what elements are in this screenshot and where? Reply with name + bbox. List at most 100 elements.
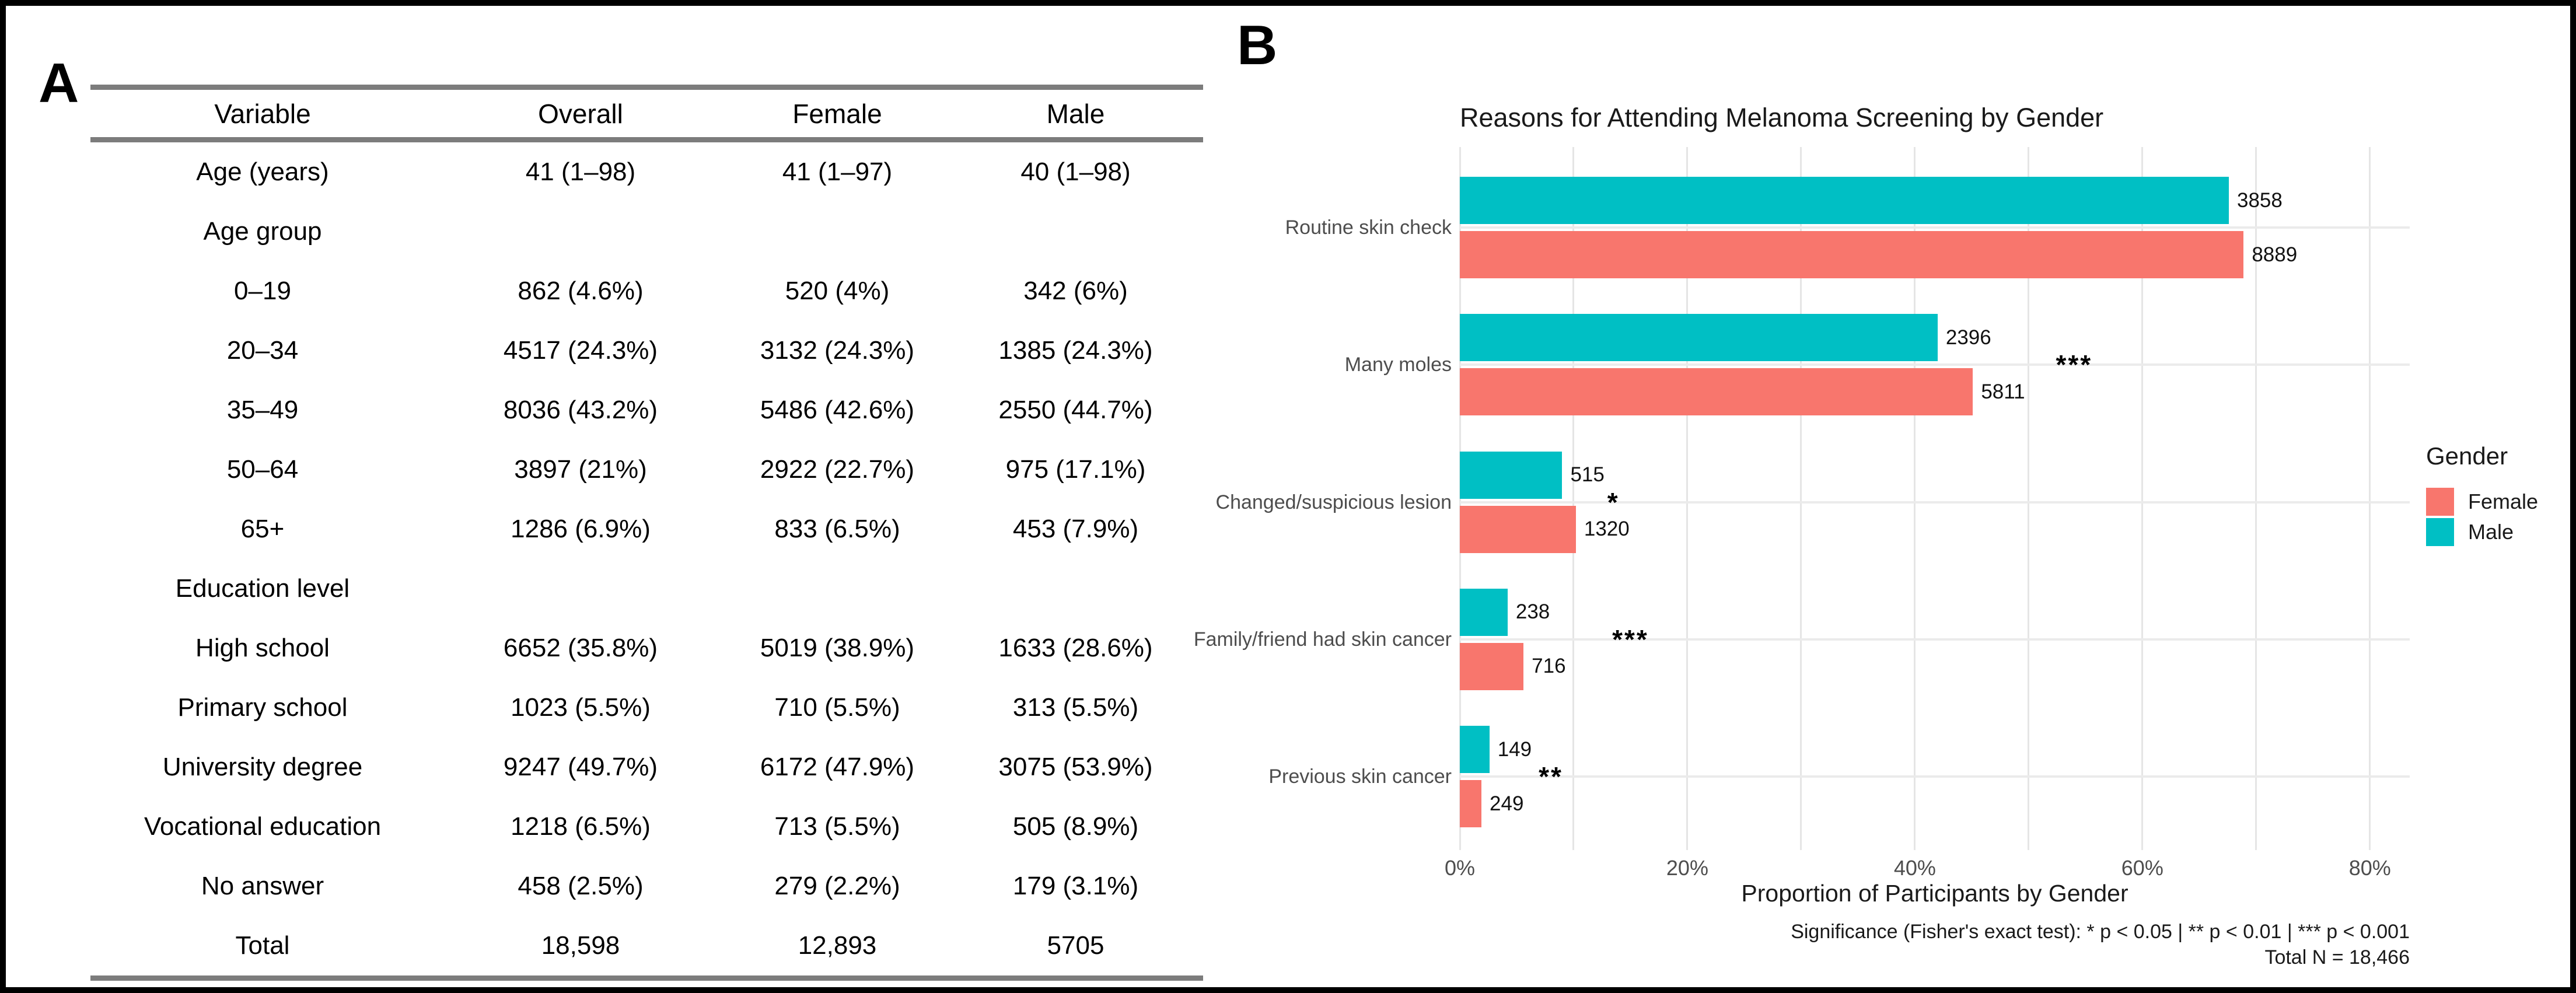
table-header-row: Variable Overall Female Male <box>90 87 1203 142</box>
gridline-vertical <box>2369 147 2371 850</box>
table-row: No answer 458 (2.5%) 279 (2.2%) 179 (3.1%) <box>90 856 1203 916</box>
x-axis-tick-label: 80% <box>2348 856 2391 880</box>
x-axis-tick-label: 20% <box>1666 856 1708 880</box>
table-cell-overall: 3897 (21%) <box>514 455 647 484</box>
table-row: 20–34 4517 (24.3%) 3132 (24.3%) 1385 (24.3%… <box>90 321 1203 380</box>
table-cell-label: Total <box>235 931 290 960</box>
table-cell-label: 65+ <box>240 515 285 543</box>
gridline-category <box>1460 501 2410 504</box>
table-row: 50–64 3897 (21%) 2922 (22.7%) 975 (17.1%) <box>90 440 1203 499</box>
table-cell-female <box>726 202 948 261</box>
bar-male <box>1460 588 1508 636</box>
category-label: Family/friend had skin cancer <box>1193 628 1452 651</box>
significance-marker: *** <box>2056 349 2093 380</box>
total-n-caption: Total N = 18,466 <box>2264 946 2410 968</box>
bar-female <box>1460 231 2244 278</box>
table-cell-label: 20–34 <box>226 336 299 365</box>
column-header-female: Female <box>726 87 948 142</box>
panel-a-label: A <box>39 52 79 114</box>
table-cell-female: 833 (6.5%) <box>774 515 900 543</box>
table-cell-female: 5019 (38.9%) <box>760 634 915 662</box>
table-row: Age group <box>90 202 1203 261</box>
table-row: 65+ 1286 (6.9%) 833 (6.5%) 453 (7.9%) <box>90 499 1203 559</box>
table-cell-male: 453 (7.9%) <box>1012 515 1139 543</box>
gridline-vertical <box>2255 147 2257 850</box>
table-cell-female: 6172 (47.9%) <box>760 753 915 781</box>
gridline-category <box>1460 226 2410 229</box>
gridline-vertical <box>1572 147 1575 850</box>
table-cell-female: 12,893 <box>798 931 877 960</box>
x-axis-title: Proportion of Participants by Gender <box>1741 880 2128 907</box>
table-cell-label: Vocational education <box>144 812 382 841</box>
gridline-category <box>1460 638 2410 641</box>
table-cell-label: High school <box>195 634 330 662</box>
gridline-vertical <box>1800 147 1802 850</box>
column-header-male: Male <box>948 87 1203 142</box>
table-cell-male: 2550 (44.7%) <box>998 396 1153 424</box>
legend-swatch-female <box>2426 488 2454 516</box>
legend: Gender Female Male <box>2426 442 2572 547</box>
bar-male <box>1460 726 1490 774</box>
table-cell-male: 342 (6%) <box>1023 277 1128 305</box>
table-cell-female: 710 (5.5%) <box>774 693 900 722</box>
significance-caption: Significance (Fisher's exact test): * p … <box>1791 921 2410 943</box>
table-cell-label: 50–64 <box>226 455 299 484</box>
column-header-variable: Variable <box>90 87 435 142</box>
bar-female <box>1460 642 1524 690</box>
significance-marker: * <box>1607 487 1620 518</box>
legend-entry: Male <box>2426 517 2572 547</box>
table-cell-overall: 9247 (49.7%) <box>503 753 658 781</box>
gridline-vertical <box>1914 147 1916 850</box>
table-cell-overall: 6652 (35.8%) <box>503 634 658 662</box>
chart-title: Reasons for Attending Melanoma Screening… <box>1460 103 2104 132</box>
table-row: Total 18,598 12,893 5705 <box>90 916 1203 978</box>
plot-area: 3858 8889 2396 5811 *** 515 1320 * 238 716 *** 149 2… <box>1459 147 2410 850</box>
legend-entry: Female <box>2426 487 2572 517</box>
legend-entries: Female Male <box>2426 487 2572 547</box>
table-cell-overall <box>435 202 726 261</box>
table-cell-label: University degree <box>162 753 363 781</box>
significance-marker: ** <box>1539 761 1563 792</box>
table-cell-label: Primary school <box>177 693 348 722</box>
bar-value-male: 515 <box>1570 463 1605 487</box>
table-cell-male: 5705 <box>1047 931 1105 960</box>
table-cell-label: No answer <box>201 872 324 900</box>
table-cell-label: 35–49 <box>226 396 299 424</box>
significance-marker: *** <box>1612 624 1649 655</box>
category-label: Routine skin check <box>1285 216 1452 239</box>
table-row: University degree 9247 (49.7%) 6172 (47.9%… <box>90 737 1203 797</box>
table-cell-label: Age (years) <box>196 158 329 186</box>
table-cell-overall <box>435 559 726 618</box>
table-cell-overall: 8036 (43.2%) <box>503 396 658 424</box>
legend-swatch-male <box>2426 518 2454 546</box>
bar-value-female: 249 <box>1490 792 1524 815</box>
gridline-vertical <box>1686 147 1689 850</box>
table-cell-male: 313 (5.5%) <box>1012 693 1139 722</box>
table-row: 0–19 862 (4.6%) 520 (4%) 342 (6%) <box>90 261 1203 321</box>
table-cell-label: 0–19 <box>234 277 291 305</box>
category-label: Changed/suspicious lesion <box>1215 491 1452 513</box>
legend-label: Female <box>2468 489 2539 513</box>
table-cell-overall: 1286 (6.9%) <box>511 515 651 543</box>
table-cell-male: 975 (17.1%) <box>1005 455 1146 484</box>
bar-female <box>1460 780 1482 828</box>
table-cell-male <box>948 559 1203 618</box>
category-label: Many moles <box>1344 354 1452 376</box>
bar-value-male: 2396 <box>1945 326 1991 349</box>
table-cell-male: 1633 (28.6%) <box>998 634 1153 662</box>
table-cell-female: 279 (2.2%) <box>774 872 900 900</box>
table-cell-female: 713 (5.5%) <box>774 812 900 841</box>
gridline-category <box>1460 363 2410 366</box>
table-row: Education level <box>90 559 1203 618</box>
bar-male <box>1460 451 1563 499</box>
x-axis-tick-label: 0% <box>1444 856 1476 880</box>
table-row: Age (years) 41 (1–98) 41 (1–97) 40 (1–98) <box>90 140 1203 202</box>
table-cell-female: 520 (4%) <box>785 277 890 305</box>
bar-value-female: 1320 <box>1584 518 1630 541</box>
table-cell-overall: 1023 (5.5%) <box>511 693 651 722</box>
table-cell-overall: 41 (1–98) <box>525 158 636 186</box>
table-cell-male: 505 (8.9%) <box>1012 812 1139 841</box>
table-cell-overall: 4517 (24.3%) <box>503 336 658 365</box>
bar-value-female: 716 <box>1532 655 1566 678</box>
table-cell-female: 2922 (22.7%) <box>760 455 915 484</box>
